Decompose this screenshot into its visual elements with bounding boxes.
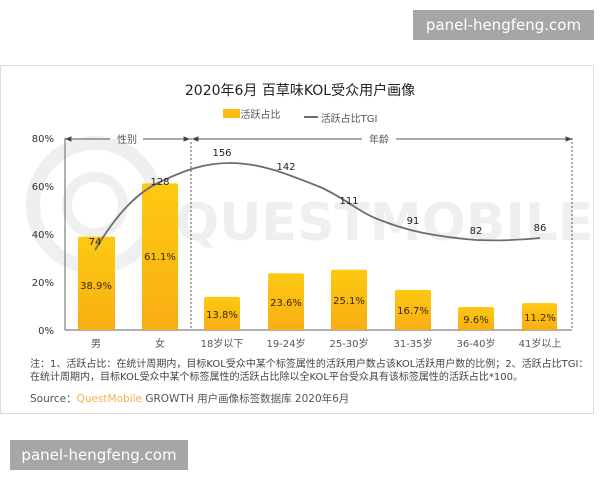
bar-male: [78, 236, 115, 330]
gender-group-label: 性别: [117, 133, 137, 146]
svg-text:142: 142: [276, 162, 295, 173]
y-tick-labels: 0% 20% 40% 60% 80%: [32, 134, 54, 337]
age-bracket: [191, 136, 573, 142]
legend-item-line: 活跃占比TGI: [303, 110, 378, 125]
footnote-line-1: 注：1、活跃占比：在统计周期内，目标KOL受众中某个标签属性的活跃用户数占该KO…: [30, 359, 589, 370]
watermark-bottom: panel-hengfeng.com: [10, 440, 188, 470]
x-tick-labels: 男 女 18岁以下 19-24岁 25-30岁 31-35岁 36-40岁 41…: [91, 337, 561, 350]
svg-text:9.6%: 9.6%: [463, 315, 488, 326]
arrow-left-icon: [191, 136, 199, 142]
questmobile-watermark: QUESTMOBILE: [26, 136, 593, 274]
watermark-text: QUESTMOBILE: [175, 193, 593, 253]
legend-bar-label: 活跃占比: [240, 110, 281, 121]
svg-text:86: 86: [534, 223, 547, 234]
legend-line-label: 活跃占比TGI: [320, 113, 378, 125]
bar-swatch-icon: [222, 109, 240, 118]
svg-text:19-24岁: 19-24岁: [266, 337, 305, 350]
legend-item-bar: 活跃占比: [222, 106, 281, 121]
svg-text:74: 74: [89, 237, 102, 248]
svg-text:156: 156: [212, 148, 231, 159]
svg-text:40%: 40%: [32, 230, 54, 241]
watermark-top: panel-hengfeng.com: [413, 10, 594, 40]
bar-25-30: [331, 269, 367, 330]
svg-text:25.1%: 25.1%: [333, 296, 365, 307]
bar-under18: [204, 296, 240, 330]
svg-text:男: 男: [91, 338, 101, 350]
bar-value-labels: 38.9% 61.1% 13.8% 23.6% 25.1% 16.7% 9.6%…: [80, 252, 556, 326]
svg-text:111: 111: [339, 196, 358, 207]
svg-text:16.7%: 16.7%: [397, 306, 429, 317]
source-brand: QuestMobile: [76, 393, 142, 405]
svg-text:23.6%: 23.6%: [270, 298, 302, 309]
chart-title: 2020年6月 百草味KOL受众用户画像: [184, 83, 416, 99]
line-swatch-icon: [303, 116, 318, 118]
tgi-line: [94, 162, 541, 251]
svg-text:41岁以上: 41岁以上: [519, 337, 562, 350]
svg-text:61.1%: 61.1%: [144, 252, 176, 263]
svg-text:13.8%: 13.8%: [206, 310, 238, 321]
chart-footnote: 注：1、活跃占比：在统计周期内，目标KOL受众中某个标签属性的活跃用户数占该KO…: [30, 358, 590, 384]
svg-text:31-35岁: 31-35岁: [393, 337, 432, 350]
svg-text:91: 91: [407, 216, 420, 227]
bar-36-40: [458, 307, 494, 330]
svg-text:18岁以下: 18岁以下: [201, 337, 244, 350]
svg-text:20%: 20%: [32, 278, 54, 289]
svg-text:女: 女: [155, 337, 165, 350]
source-rest: GROWTH 用户画像标签数据库 2020年6月: [142, 393, 350, 405]
arrow-right-icon: [183, 136, 191, 142]
svg-text:36-40岁: 36-40岁: [456, 337, 495, 350]
svg-text:82: 82: [470, 226, 483, 237]
age-group-label: 年龄: [369, 133, 389, 146]
bar-31-35: [395, 289, 431, 330]
source-prefix: Source：: [30, 393, 77, 405]
arrow-left-icon: [64, 136, 72, 142]
bars: [78, 183, 557, 330]
svg-text:25-30岁: 25-30岁: [329, 337, 368, 350]
svg-text:11.2%: 11.2%: [524, 313, 556, 324]
chart-legend: 活跃占比 活跃占比TGI: [0, 106, 600, 125]
arrow-right-icon: [565, 136, 573, 142]
svg-text:80%: 80%: [32, 134, 54, 145]
bar-41plus: [522, 303, 557, 330]
svg-text:38.9%: 38.9%: [80, 281, 112, 292]
footnote-line-2: 在统计周期内，目标KOL受众中某个标签属性的活跃占比除以全KOL平台受众具有该标…: [30, 372, 523, 383]
bar-female: [142, 183, 178, 330]
tgi-value-labels: 74 128 156 142 111 91 82 86: [89, 148, 547, 248]
bar-19-24: [268, 273, 304, 330]
gender-bracket: [64, 136, 191, 142]
svg-text:0%: 0%: [38, 326, 54, 337]
source-line: Source：QuestMobile GROWTH 用户画像标签数据库 2020…: [30, 391, 349, 406]
svg-text:60%: 60%: [32, 182, 54, 193]
svg-text:128: 128: [150, 177, 169, 188]
